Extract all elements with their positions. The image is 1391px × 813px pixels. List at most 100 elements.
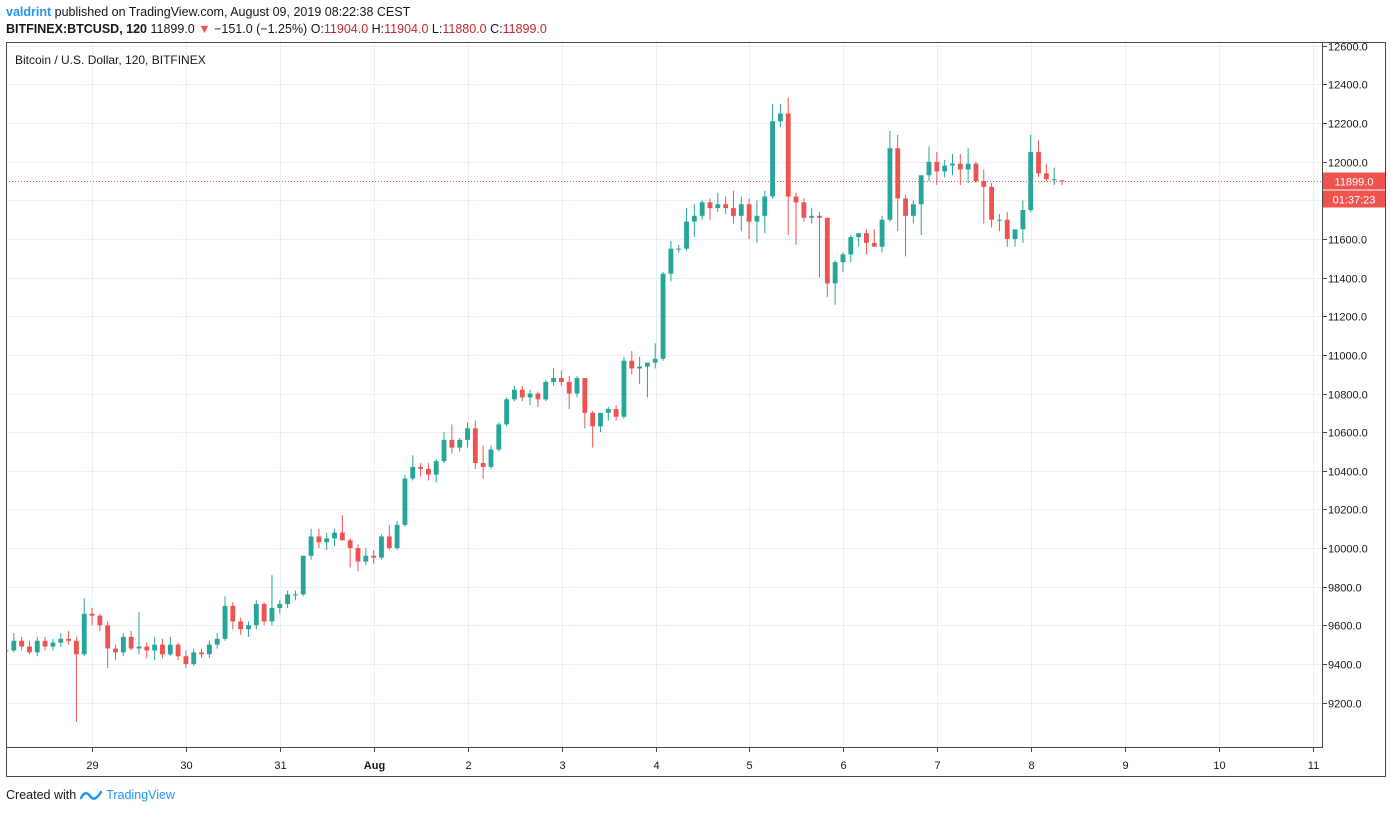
candle-body: [942, 165, 948, 172]
symbol-bar: BITFINEX:BTCUSD, 120 11899.0 ▼ −151.0 (−…: [6, 21, 547, 37]
candle: [715, 192, 721, 212]
candle: [113, 644, 118, 661]
candle: [472, 420, 478, 469]
candle-body: [120, 636, 126, 653]
candle: [957, 154, 963, 185]
candle-body: [160, 644, 165, 655]
candle-body: [73, 640, 79, 655]
candle: [535, 391, 541, 408]
candle: [316, 528, 322, 549]
candle-body: [629, 360, 635, 369]
candle-body: [574, 378, 580, 394]
candle-body: [770, 121, 775, 197]
candle-body: [644, 362, 650, 367]
candle: [738, 196, 744, 232]
x-tick-label: 2: [465, 760, 471, 772]
candle-body: [355, 548, 361, 562]
candle-body: [754, 215, 760, 222]
y-tick-label: 11000.0: [1328, 351, 1367, 363]
candle: [300, 555, 306, 597]
candle-body: [856, 233, 862, 238]
candle-body: [34, 640, 40, 653]
candle-body: [371, 555, 377, 558]
candle-body: [27, 646, 32, 653]
candle: [1043, 163, 1049, 182]
candle-body: [1012, 229, 1018, 240]
grid-lines: [6, 42, 1322, 747]
candle: [879, 215, 885, 253]
y-tick-label: 12000.0: [1328, 158, 1368, 170]
candle-body: [50, 642, 56, 647]
candle-body: [89, 613, 95, 616]
candle-body: [113, 648, 118, 653]
candle: [167, 636, 173, 657]
candle: [206, 640, 212, 659]
candle: [269, 575, 275, 626]
candle-body: [731, 208, 736, 216]
candle: [144, 642, 150, 659]
candle-body: [558, 378, 564, 382]
candle-body: [42, 640, 48, 647]
candle-body: [989, 186, 995, 220]
time-axis[interactable]: 29 30 31 Aug 2 3 4 5 6 7 8 9 10 11: [86, 747, 1319, 772]
candle: [1028, 134, 1034, 212]
candle-body: [97, 615, 103, 626]
candle: [386, 524, 392, 550]
candle-body: [152, 644, 158, 651]
candle-body: [449, 439, 455, 448]
candle-body: [981, 181, 987, 187]
candle: [809, 208, 815, 224]
candle-body: [418, 466, 423, 469]
y-tick-label: 11200.0: [1328, 312, 1367, 324]
candle: [770, 103, 775, 199]
candle: [42, 636, 48, 651]
candle-body: [832, 262, 838, 284]
price-axis[interactable]: 9200.0 9400.0 9600.0 9800.0 10000.0 10200.0 10…: [1322, 42, 1385, 711]
candle: [58, 633, 64, 647]
candle: [660, 271, 666, 361]
candle: [332, 528, 337, 547]
y-tick-label: 10400.0: [1328, 467, 1368, 479]
candle-body: [246, 625, 251, 630]
open-value: 11904.0: [323, 22, 369, 36]
candle: [355, 544, 361, 572]
candle-body: [480, 463, 486, 467]
candlestick-chart[interactable]: 9200.0 9400.0 9600.0 9800.0 10000.0 10200.0 10…: [3, 42, 1386, 777]
candle-body: [926, 161, 932, 176]
chart-frame[interactable]: 9200.0 9400.0 9600.0 9800.0 10000.0 10200.0 10…: [3, 42, 1386, 777]
candle: [19, 636, 25, 651]
candle: [175, 642, 181, 661]
candle: [379, 534, 384, 560]
x-tick-label: 10: [1213, 760, 1225, 772]
candle: [441, 432, 447, 464]
x-tick-label: 4: [653, 760, 659, 772]
candle: [676, 244, 682, 253]
candle-body: [136, 646, 142, 649]
candle-body: [230, 606, 236, 622]
candle: [566, 376, 572, 409]
candle: [449, 424, 455, 454]
candle: [832, 260, 838, 305]
candle-body: [425, 468, 431, 475]
candle-body: [598, 412, 603, 427]
candle: [214, 633, 220, 649]
candle-body: [58, 638, 64, 643]
candles: [3, 98, 1065, 722]
x-tick-label: 11: [1308, 760, 1319, 772]
candle: [347, 538, 353, 568]
last-price-badge: [1323, 172, 1385, 190]
candle-body: [144, 646, 150, 651]
symbol-label: BITFINEX:BTCUSD, 120: [6, 22, 147, 36]
tradingview-link[interactable]: TradingView: [106, 788, 175, 802]
y-tick-label: 12600.0: [1328, 42, 1368, 54]
down-triangle-icon: ▼: [198, 22, 211, 36]
author-link[interactable]: valdrint: [6, 5, 52, 19]
candle: [989, 183, 995, 228]
candle: [1059, 180, 1065, 185]
candle: [910, 200, 916, 224]
outer-border: [6, 42, 1386, 777]
candle-body: [214, 638, 220, 645]
candle: [785, 98, 791, 236]
candle-body: [394, 524, 400, 549]
candle-body: [824, 217, 830, 284]
